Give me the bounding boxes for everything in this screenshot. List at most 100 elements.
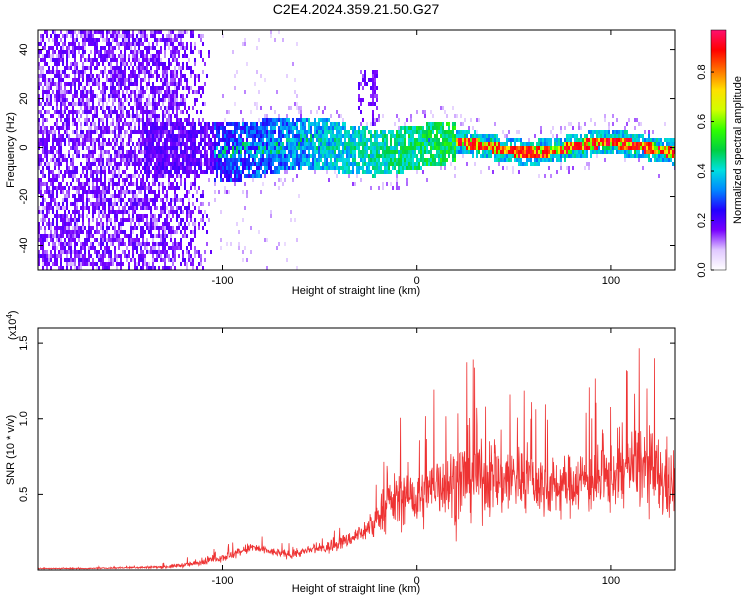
heatmap-cell [176, 214, 178, 218]
heatmap-cell [88, 82, 90, 86]
heatmap-cell [128, 30, 130, 34]
heatmap-cell [348, 150, 350, 154]
heatmap-cell [388, 146, 390, 150]
heatmap-cell [188, 206, 190, 210]
heatmap-cell [268, 134, 270, 138]
heatmap-cell [108, 246, 110, 250]
heatmap-cell [302, 158, 304, 162]
heatmap-cell [110, 86, 112, 90]
heatmap-cell [42, 166, 44, 170]
heatmap-cell [400, 146, 402, 150]
heatmap-cell [74, 122, 76, 126]
heatmap-cell [78, 102, 80, 106]
heatmap-cell [86, 66, 88, 70]
heatmap-cell [162, 250, 164, 254]
heatmap-cell [90, 234, 92, 238]
heatmap-cell [134, 74, 136, 78]
heatmap-cell [442, 150, 444, 154]
heatmap-cell [152, 202, 154, 206]
heatmap-cell [126, 178, 128, 182]
heatmap-cell [112, 262, 114, 266]
heatmap-cell [98, 194, 100, 198]
heatmap-cell [370, 78, 372, 82]
heatmap-cell [400, 134, 402, 138]
heatmap-cell [172, 154, 174, 158]
heatmap-cell [134, 122, 136, 126]
heatmap-cell [120, 130, 122, 134]
heatmap-cell [70, 34, 72, 38]
heatmap-cell [42, 106, 44, 110]
heatmap-cell [360, 98, 362, 102]
heatmap-cell [156, 226, 158, 230]
heatmap-cell [380, 166, 382, 170]
heatmap-cell [262, 146, 264, 150]
heatmap-cell [168, 254, 170, 258]
heatmap-cell [360, 110, 362, 114]
heatmap-cell [376, 106, 378, 110]
heatmap-cell [146, 158, 148, 162]
heatmap-cell [170, 150, 172, 154]
heatmap-cell [168, 258, 170, 262]
heatmap-cell [106, 38, 108, 42]
heatmap-cell [300, 162, 302, 166]
heatmap-cell [180, 134, 182, 138]
heatmap-cell [96, 74, 98, 78]
heatmap-cell [90, 130, 92, 134]
heatmap-cell [84, 182, 86, 186]
heatmap-cell [72, 78, 74, 82]
heatmap-cell [74, 262, 76, 266]
heatmap-cell [46, 190, 48, 194]
heatmap-cell [108, 110, 110, 114]
heatmap-cell [218, 150, 220, 154]
heatmap-cell [100, 58, 102, 62]
heatmap-cell [88, 186, 90, 190]
heatmap-cell [206, 162, 208, 166]
heatmap-cell [338, 122, 340, 126]
heatmap-cell [428, 138, 430, 142]
heatmap-cell [136, 178, 138, 182]
heatmap-cell [126, 78, 128, 82]
heatmap-cell [58, 174, 60, 178]
heatmap-cell [158, 250, 160, 254]
heatmap-cell [300, 130, 302, 134]
heatmap-cell [192, 90, 194, 94]
heatmap-cell [128, 86, 130, 90]
heatmap-cell [232, 122, 234, 126]
heatmap-cell [260, 154, 262, 158]
heatmap-cell [184, 186, 186, 190]
heatmap-cell [354, 134, 356, 138]
heatmap-cell [54, 74, 56, 78]
heatmap-cell [146, 102, 148, 106]
heatmap-cell [248, 126, 250, 130]
heatmap-cell [90, 110, 92, 114]
heatmap-cell [292, 126, 294, 130]
heatmap-cell [112, 38, 114, 42]
heatmap-cell [190, 258, 192, 262]
heatmap-cell [204, 82, 206, 86]
heatmap-cell [112, 78, 114, 82]
heatmap-cell [312, 146, 314, 150]
heatmap-cell [138, 126, 140, 130]
heatmap-cell [178, 138, 180, 142]
heatmap-cell [336, 174, 338, 178]
heatmap-cell [74, 206, 76, 210]
heatmap-cell [258, 158, 260, 162]
heatmap-cell [96, 206, 98, 210]
heatmap-cell [266, 114, 268, 118]
heatmap-cell [400, 158, 402, 162]
heatmap-cell [234, 166, 236, 170]
heatmap-cell [116, 218, 118, 222]
heatmap-cell [444, 142, 446, 146]
heatmap-cell [178, 122, 180, 126]
heatmap-cell [58, 254, 60, 258]
heatmap-cell [148, 58, 150, 62]
heatmap-cell [52, 158, 54, 162]
heatmap-cell [144, 170, 146, 174]
heatmap-cell [122, 206, 124, 210]
heatmap-cell [90, 226, 92, 230]
heatmap-cell [190, 238, 192, 242]
heatmap-cell [320, 154, 322, 158]
heatmap-cell [104, 174, 106, 178]
heatmap-cell [162, 258, 164, 262]
heatmap-cell [94, 30, 96, 34]
